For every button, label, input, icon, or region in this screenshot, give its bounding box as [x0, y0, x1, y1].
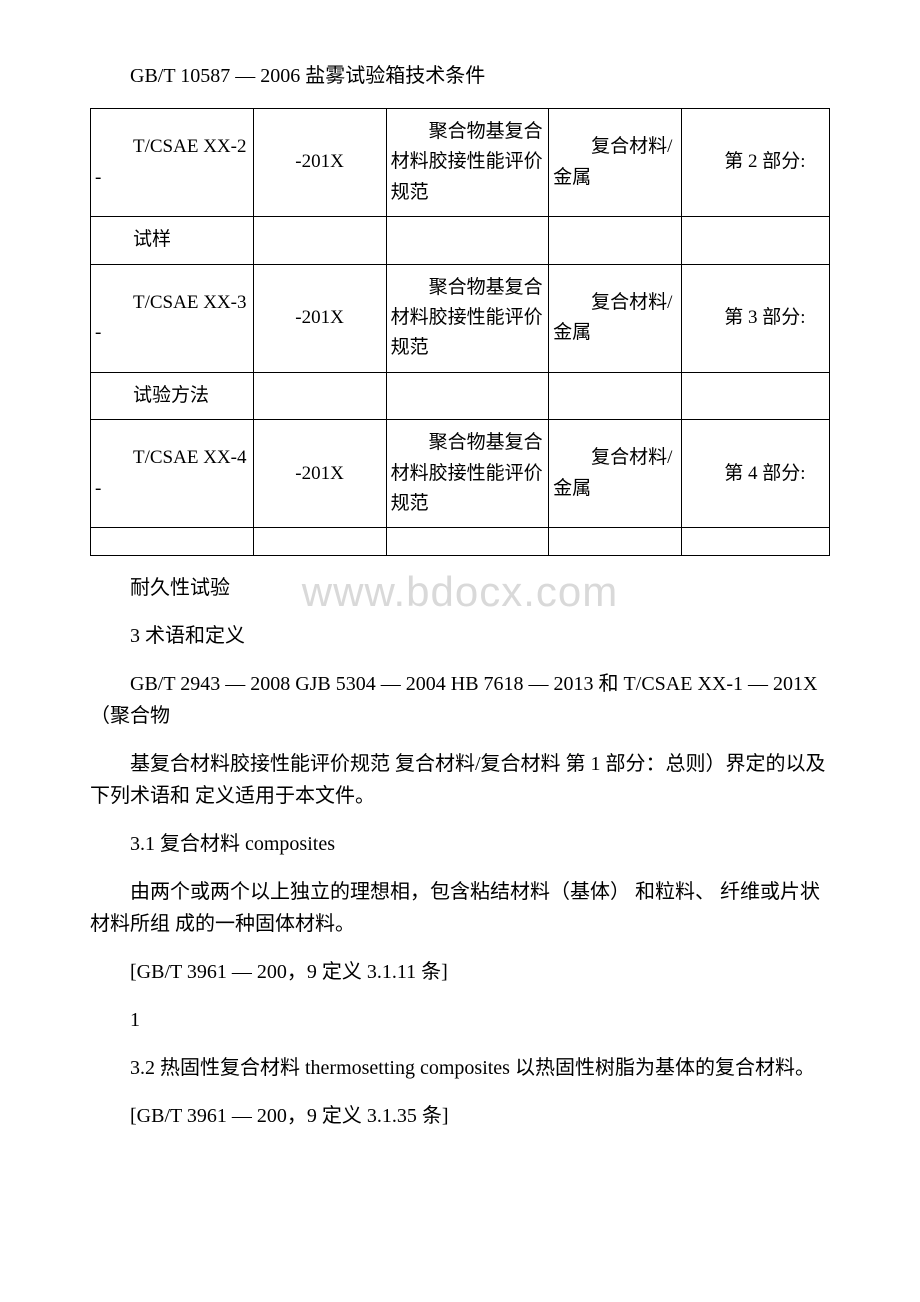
table-row: T/CSAE XX-4 - -201X 聚合物基复合材料胶接性能评价规范 复合材… — [91, 420, 830, 528]
table-cell — [91, 528, 254, 556]
table-cell — [253, 217, 386, 264]
paragraph: GB/T 2943 — 2008 GJB 5304 — 2004 HB 7618… — [90, 668, 830, 732]
table-cell: T/CSAE XX-2 - — [91, 109, 254, 217]
table-cell — [386, 372, 549, 419]
table-cell: 聚合物基复合材料胶接性能评价规范 — [386, 264, 549, 372]
table-cell: 复合材料/金属 — [549, 264, 682, 372]
table-cell: -201X — [253, 264, 386, 372]
paragraph: 基复合材料胶接性能评价规范 复合材料/复合材料 第 1 部分：总则）界定的以及下… — [90, 748, 830, 812]
table-cell — [549, 528, 682, 556]
table-cell: -201X — [253, 109, 386, 217]
table-cell — [682, 372, 830, 419]
heading-standard: GB/T 10587 — 2006 盐雾试验箱技术条件 — [90, 60, 830, 92]
table-cell: 聚合物基复合材料胶接性能评价规范 — [386, 420, 549, 528]
document-content: GB/T 10587 — 2006 盐雾试验箱技术条件 T/CSAE XX-2 … — [90, 60, 830, 1132]
table-row: T/CSAE XX-2 - -201X 聚合物基复合材料胶接性能评价规范 复合材… — [91, 109, 830, 217]
table-cell: 试样 — [91, 217, 254, 264]
paragraph: 3.2 热固性复合材料 thermosetting composites 以热固… — [90, 1052, 830, 1084]
paragraph: 3.1 复合材料 composites — [90, 828, 830, 860]
paragraph: 1 — [90, 1004, 830, 1036]
paragraph: [GB/T 3961 — 200，9 定义 3.1.11 条] — [90, 956, 830, 988]
table-cell — [682, 528, 830, 556]
paragraph: 由两个或两个以上独立的理想相，包含粘结材料（基体） 和粒料、 纤维或片状材料所组… — [90, 876, 830, 940]
table-cell: 第 2 部分: — [682, 109, 830, 217]
table-cell: 第 4 部分: — [682, 420, 830, 528]
table-cell — [682, 217, 830, 264]
table-cell — [386, 528, 549, 556]
table-cell: 复合材料/金属 — [549, 420, 682, 528]
table-cell — [386, 217, 549, 264]
table-cell: 复合材料/金属 — [549, 109, 682, 217]
table-cell — [549, 372, 682, 419]
table-cell: T/CSAE XX-3 - — [91, 264, 254, 372]
paragraph: 耐久性试验 — [90, 572, 830, 604]
table-cell — [549, 217, 682, 264]
paragraph: [GB/T 3961 — 200，9 定义 3.1.35 条] — [90, 1100, 830, 1132]
table-cell: T/CSAE XX-4 - — [91, 420, 254, 528]
table-cell: 聚合物基复合材料胶接性能评价规范 — [386, 109, 549, 217]
table-cell — [253, 528, 386, 556]
table-row: 试验方法 — [91, 372, 830, 419]
standards-table: T/CSAE XX-2 - -201X 聚合物基复合材料胶接性能评价规范 复合材… — [90, 108, 830, 556]
table-cell — [253, 372, 386, 419]
table-row: 试样 — [91, 217, 830, 264]
paragraph: 3 术语和定义 — [90, 620, 830, 652]
table-row — [91, 528, 830, 556]
table-cell: 试验方法 — [91, 372, 254, 419]
table-row: T/CSAE XX-3 - -201X 聚合物基复合材料胶接性能评价规范 复合材… — [91, 264, 830, 372]
table-cell: 第 3 部分: — [682, 264, 830, 372]
table-cell: -201X — [253, 420, 386, 528]
